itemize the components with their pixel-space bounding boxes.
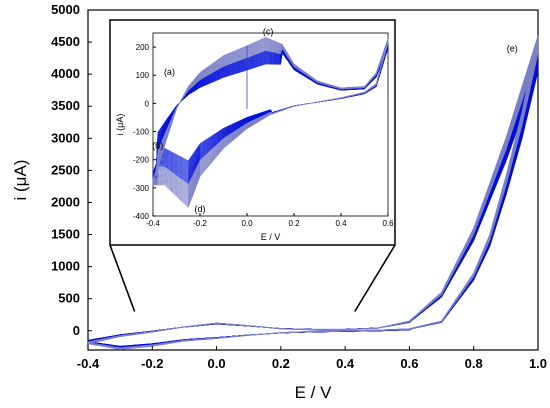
inset-y-tick-label: 0 xyxy=(145,99,150,108)
main-y-tick-label: 4000 xyxy=(51,66,80,81)
inset-annotation-a: (a) xyxy=(164,67,175,77)
inset-y-axis-title: i (μA) xyxy=(115,114,125,136)
zoom-line-left xyxy=(109,244,136,312)
inset-annotation-b: (b) xyxy=(152,140,163,150)
main-y-tick-label: 1500 xyxy=(51,227,80,242)
main-y-tick-label: 3000 xyxy=(51,130,80,145)
inset-x-tick-label: 0.4 xyxy=(335,219,347,228)
main-y-tick-label: 2500 xyxy=(51,162,80,177)
inset-annotation-d: (d) xyxy=(195,204,206,214)
inset-y-tick-label: -400 xyxy=(133,212,150,221)
main-x-tick-label: 1.0 xyxy=(529,356,547,371)
inset-x-tick-label: -0.4 xyxy=(146,219,160,228)
main-x-tick-label: -0.4 xyxy=(77,356,100,371)
inset-x-tick-label: 0.6 xyxy=(382,219,394,228)
inset-y-tick-label: 200 xyxy=(136,43,150,52)
main-x-tick-label: 0.4 xyxy=(336,356,355,371)
inset-traces xyxy=(152,37,389,209)
inset-x-tick-label: 0.0 xyxy=(241,219,253,228)
inset-trace xyxy=(152,37,389,209)
main-y-tick-label: 0 xyxy=(73,323,80,338)
inset-annotation-c: (c) xyxy=(263,26,274,36)
main-x-tick-label: 0.2 xyxy=(272,356,290,371)
main-y-tick-label: 5000 xyxy=(51,2,80,17)
main-x-tick-label: 0.6 xyxy=(400,356,418,371)
main-y-tick-label: 1000 xyxy=(51,259,80,274)
inset-y-tick-label: -300 xyxy=(133,184,150,193)
inset-y-tick-label: -100 xyxy=(133,128,150,137)
main-x-tick-label: 0.0 xyxy=(208,356,226,371)
inset-plot: -0.4 -0.2 0.0 0.2 0.4 0.6 -400 -300 -200 -100 0 100… xyxy=(109,19,396,246)
inset-x-axis-title: E / V xyxy=(261,232,281,242)
main-trace xyxy=(87,35,539,350)
inset-y-tick-label: -200 xyxy=(133,156,150,165)
main-x-tick-label: -0.2 xyxy=(141,356,163,371)
main-y-tick-label: 4500 xyxy=(51,34,80,49)
inset-ticks: -0.4 -0.2 0.0 0.2 0.4 0.6 -400 -300 -200 -100 0 100… xyxy=(133,43,394,228)
main-y-axis-title: i (μA) xyxy=(11,160,30,201)
main-traces xyxy=(87,35,539,350)
main-x-axis-title: E / V xyxy=(295,383,333,402)
inset-x-tick-label: -0.2 xyxy=(193,219,207,228)
inset-zoom-lines xyxy=(109,244,396,312)
main-x-tick-label: 0.8 xyxy=(465,356,483,371)
main-y-tick-label: 2000 xyxy=(51,194,80,209)
main-annotation-e: (e) xyxy=(507,44,518,54)
inset-y-tick-label: 100 xyxy=(136,71,150,80)
main-y-tick-label: 3500 xyxy=(51,98,80,113)
zoom-line-right xyxy=(354,244,396,312)
main-ticks: -0.4 -0.2 0.0 0.2 0.4 0.6 0.8 1.005001000150020… xyxy=(51,2,547,371)
main-y-tick-label: 500 xyxy=(58,291,80,306)
inset-x-tick-label: 0.2 xyxy=(288,219,300,228)
